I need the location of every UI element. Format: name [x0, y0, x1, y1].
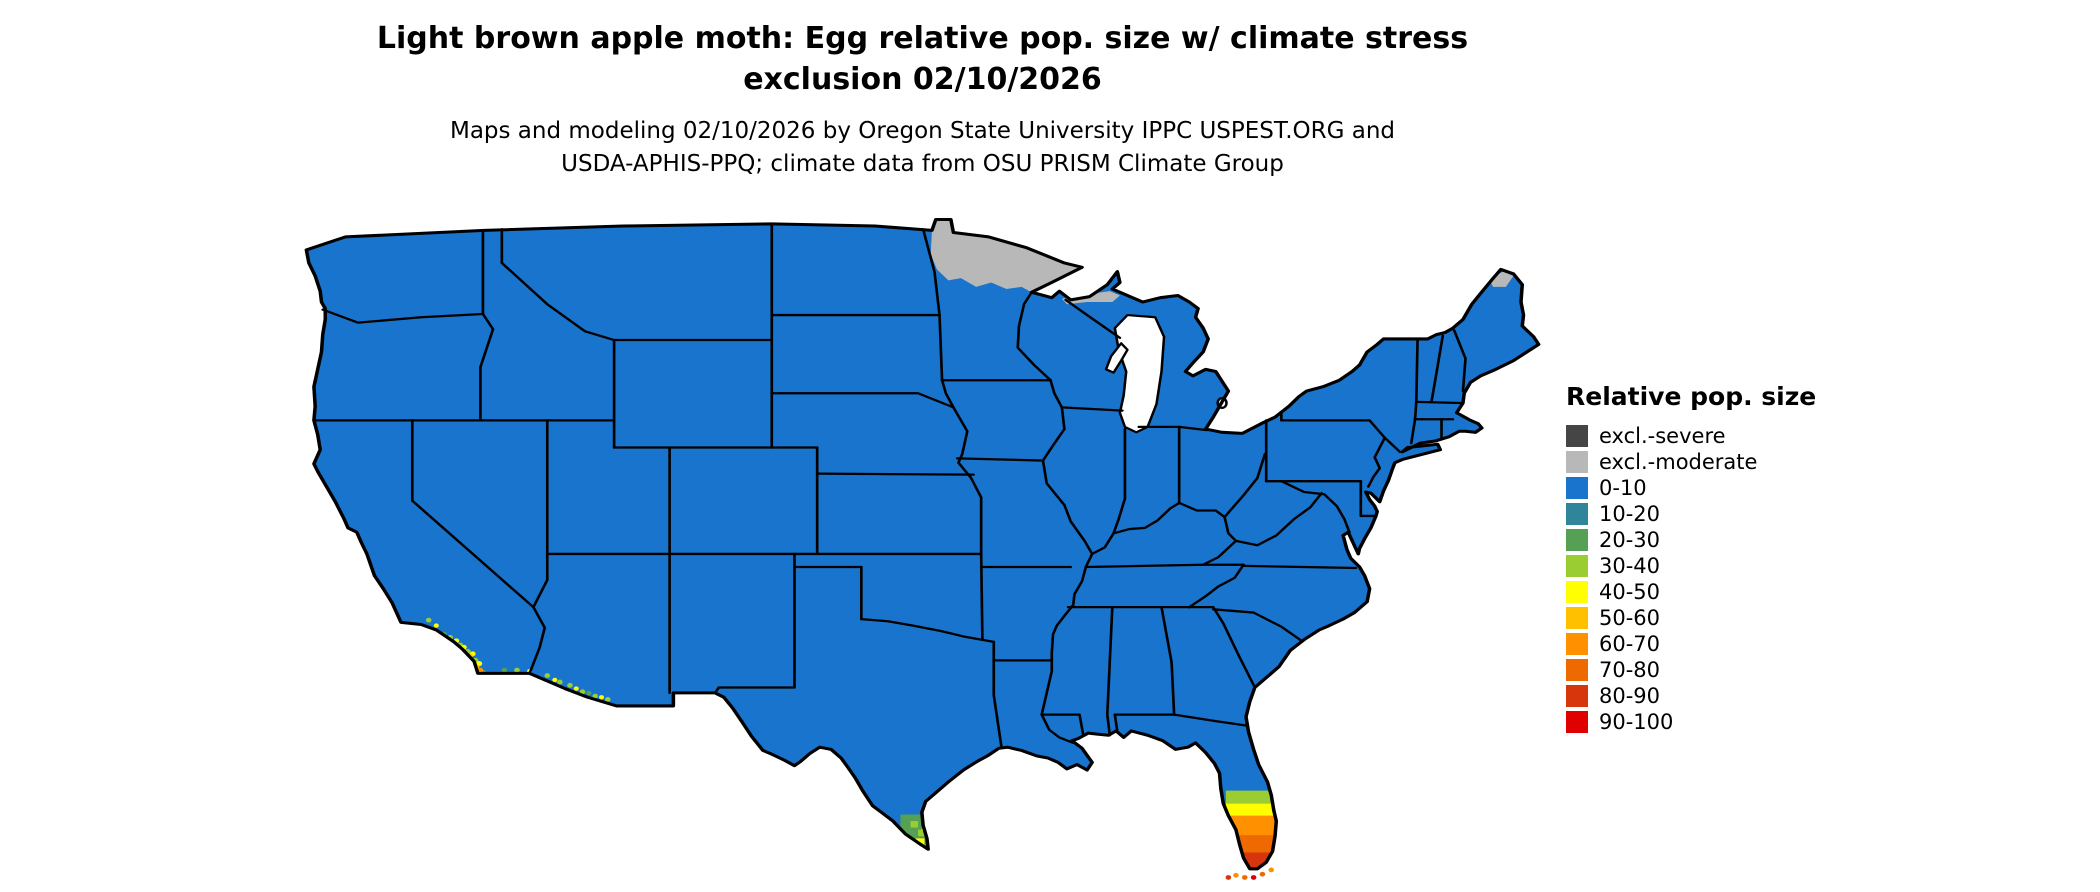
nation-outline — [304, 217, 1541, 871]
legend-row: 50-60 — [1566, 605, 1866, 631]
figure-subtitle-line2: USDA-APHIS-PPQ; climate data from OSU PR… — [561, 151, 1284, 178]
hotspot-south-arizona — [544, 673, 611, 702]
legend-row: excl.-moderate — [1566, 449, 1866, 475]
green-bay — [1104, 342, 1129, 374]
legend-title: Relative pop. size — [1566, 382, 1817, 411]
legend-row: 10-20 — [1566, 501, 1866, 527]
legend-label: 20-30 — [1599, 528, 1661, 552]
legend-rows: excl.-severe excl.-moderate 0-10 10-20 2… — [1566, 423, 1866, 735]
legend-label: excl.-moderate — [1599, 450, 1758, 474]
legend-swatch — [1566, 633, 1588, 655]
legend-swatch — [1566, 451, 1588, 473]
legend-swatch — [1566, 477, 1588, 499]
legend-row: 40-50 — [1566, 579, 1866, 605]
excl-region-northern-minnesota — [930, 219, 1083, 293]
legend-row: 0-10 — [1566, 475, 1866, 501]
legend-row: 80-90 — [1566, 683, 1866, 709]
exclusion-moderate-regions — [930, 219, 1514, 305]
legend-label: 50-60 — [1599, 606, 1661, 630]
legend-label: 0-10 — [1599, 476, 1647, 500]
figure-title-line1: Light brown apple moth: Egg relative pop… — [376, 21, 1469, 56]
figure-header: Light brown apple moth: Egg relative pop… — [0, 18, 1845, 181]
legend-label: 60-70 — [1599, 632, 1661, 656]
legend-swatch — [1566, 555, 1588, 577]
legend-label: 90-100 — [1599, 710, 1674, 734]
legend-swatch — [1566, 581, 1588, 603]
excl-region-lake-superior-shore — [1061, 291, 1120, 305]
florida-keys — [1225, 867, 1275, 880]
legend-swatch — [1566, 425, 1588, 447]
legend-swatch — [1566, 503, 1588, 525]
legend-swatch — [1566, 711, 1588, 733]
figure-title-line2: exclusion 02/10/2026 — [743, 62, 1102, 98]
legend-swatch — [1566, 529, 1588, 551]
figure-subtitle: Maps and modeling 02/10/2026 by Oregon S… — [0, 115, 1845, 182]
legend: Relative pop. size excl.-severe excl.-mo… — [1566, 382, 1866, 735]
figure-subtitle-line1: Maps and modeling 02/10/2026 by Oregon S… — [449, 117, 1396, 144]
legend-row: 60-70 — [1566, 631, 1866, 657]
legend-row: 20-30 — [1566, 527, 1866, 553]
legend-swatch — [1566, 685, 1588, 707]
legend-row: excl.-severe — [1566, 423, 1866, 449]
lakes — [1104, 313, 1228, 434]
state-borders — [312, 222, 1467, 748]
legend-label: 80-90 — [1599, 684, 1661, 708]
legend-label: 30-40 — [1599, 554, 1661, 578]
legend-row: 90-100 — [1566, 709, 1866, 735]
legend-row: 70-80 — [1566, 657, 1866, 683]
excl-region-northern-maine — [1488, 271, 1514, 287]
legend-row: 30-40 — [1566, 553, 1866, 579]
legend-swatch — [1566, 607, 1588, 629]
legend-label: 70-80 — [1599, 658, 1661, 682]
legend-label: 10-20 — [1599, 502, 1661, 526]
legend-label: excl.-severe — [1599, 424, 1726, 448]
legend-swatch — [1566, 659, 1588, 681]
legend-label: 40-50 — [1599, 580, 1661, 604]
us-map — [304, 217, 1541, 880]
